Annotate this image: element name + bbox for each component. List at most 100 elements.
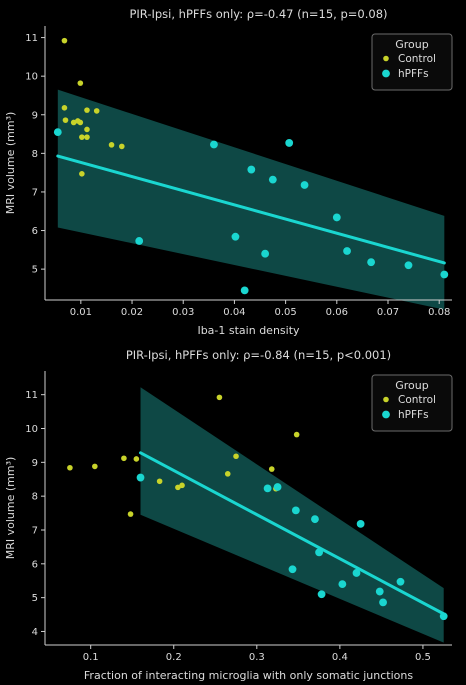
- control-point: [156, 478, 163, 485]
- legend-box: [371, 374, 453, 432]
- y-tick-label: 9: [32, 458, 38, 469]
- legend: Group Control hPFFs: [371, 33, 453, 91]
- x-tick-label: 0.05: [274, 307, 296, 318]
- control-point: [133, 456, 140, 462]
- y-tick-label: 10: [25, 424, 38, 435]
- control-point: [293, 431, 300, 438]
- legend-label-control: Control: [398, 53, 436, 65]
- hpffs-point: [263, 484, 272, 493]
- x-tick-label: 0.03: [172, 307, 194, 318]
- control-series: [67, 394, 300, 517]
- confidence-band: [57, 89, 445, 310]
- legend-marker-control: [383, 396, 389, 403]
- control-point: [216, 394, 223, 401]
- x-tick-label: 0.5: [415, 652, 431, 663]
- hpffs-point: [231, 232, 240, 241]
- legend-marker-hpffs: [382, 69, 390, 78]
- control-point: [93, 108, 100, 114]
- hpffs-point: [135, 237, 144, 245]
- x-tick-label: 0.3: [249, 652, 265, 663]
- hpffs-point: [315, 548, 324, 557]
- x-axis-label: Iba-1 stain density: [197, 324, 300, 337]
- hpffs-point: [273, 483, 282, 491]
- hpffs-point: [317, 590, 326, 599]
- y-tick-label: 11: [25, 390, 38, 401]
- control-point: [67, 464, 73, 471]
- x-tick-label: 0.02: [121, 307, 143, 318]
- y-tick-label: 8: [32, 149, 38, 160]
- confidence-band: [140, 387, 444, 643]
- x-tick-label: 0.06: [326, 307, 348, 318]
- hpffs-point: [367, 258, 376, 267]
- hpffs-point: [311, 515, 319, 524]
- hpffs-point: [288, 565, 297, 574]
- hpffs-point: [396, 577, 405, 586]
- y-tick-label: 8: [32, 492, 38, 503]
- y-tick-label: 6: [32, 559, 38, 570]
- legend-label-control: Control: [398, 394, 436, 406]
- y-tick-label: 5: [32, 265, 38, 276]
- y-tick-label: 7: [32, 187, 38, 198]
- hpffs-point: [247, 165, 256, 174]
- hpffs-series: [53, 128, 449, 295]
- control-point: [62, 117, 69, 123]
- control-point: [84, 126, 90, 133]
- hpffs-point: [261, 249, 270, 258]
- hpffs-point: [285, 139, 294, 147]
- y-tick-label: 6: [32, 226, 38, 237]
- control-point: [79, 134, 85, 140]
- x-tick-label: 0.2: [166, 652, 182, 663]
- hpffs-point: [356, 519, 365, 528]
- chart-title: PIR-Ipsi, hPFFs only: ρ=-0.47 (n=15, p=0…: [129, 7, 387, 21]
- x-tick-label: 0.4: [332, 652, 348, 663]
- control-point: [118, 143, 125, 150]
- chart-panel-1: 0.01 0.02 0.03 0.04 0.05 0.06 0.07 0.08 5 6 7 8 9 10 1…: [4, 7, 453, 337]
- hpffs-series: [136, 473, 448, 621]
- control-point: [79, 171, 85, 177]
- chart-panel-2: 0.1 0.2 0.3 0.4 0.5 4 5 6 7 8 9 10 11 PIR-Ipsi, hPFFs…: [4, 348, 453, 682]
- legend-title: Group: [395, 379, 429, 392]
- x-tick-label: 0.1: [83, 652, 99, 663]
- control-point: [84, 134, 90, 140]
- y-tick-label: 9: [32, 110, 38, 121]
- legend-marker-hpffs: [382, 410, 390, 419]
- y-tick-label: 11: [25, 33, 38, 44]
- hpffs-point: [338, 580, 347, 589]
- control-point: [175, 484, 181, 491]
- control-point: [108, 142, 115, 148]
- hpffs-point: [404, 261, 413, 270]
- legend-box: [371, 33, 453, 91]
- hpffs-point: [240, 286, 249, 295]
- legend-title: Group: [395, 38, 429, 51]
- control-series: [61, 37, 125, 177]
- x-tick-label: 0.01: [70, 307, 92, 318]
- regression-line: [56, 154, 446, 265]
- hpffs-point: [439, 612, 448, 621]
- legend: Group Control hPFFs: [371, 374, 453, 432]
- regression-line: [139, 451, 446, 616]
- hpffs-point: [53, 128, 62, 137]
- hpffs-point: [300, 181, 309, 189]
- x-tick-label: 0.08: [428, 307, 450, 318]
- control-point: [268, 466, 275, 472]
- x-tick-label: 0.07: [377, 307, 399, 318]
- hpffs-point: [440, 270, 449, 279]
- control-point: [61, 105, 68, 111]
- y-axis-label: MRI volume (mm³): [4, 112, 17, 215]
- control-point: [61, 37, 68, 44]
- control-point: [179, 482, 185, 489]
- hpffs-point: [343, 247, 351, 255]
- legend-label-hpffs: hPFFs: [398, 68, 429, 80]
- y-axis-label: MRI volume (mm³): [4, 457, 17, 560]
- control-point: [127, 511, 134, 517]
- y-tick-label: 4: [32, 627, 38, 638]
- control-point: [121, 455, 127, 462]
- control-point: [92, 463, 98, 470]
- x-axis-label: Fraction of interacting microglia with o…: [84, 669, 413, 682]
- hpffs-point: [352, 569, 361, 577]
- control-point: [233, 453, 239, 460]
- control-point: [74, 118, 81, 124]
- y-tick-label: 7: [32, 525, 38, 536]
- control-point: [224, 471, 231, 477]
